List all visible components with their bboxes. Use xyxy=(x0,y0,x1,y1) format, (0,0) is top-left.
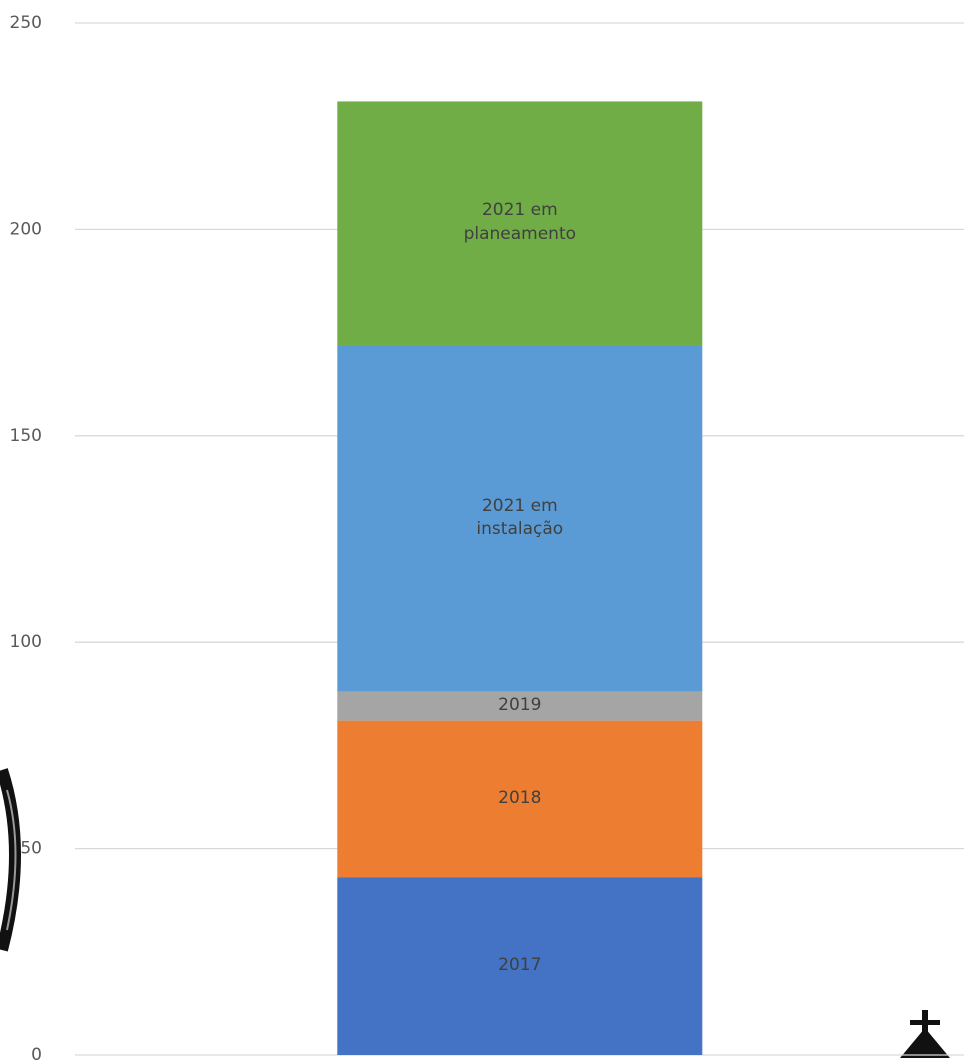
y-tick-label: 50 xyxy=(20,839,42,859)
segment-label: 2018 xyxy=(498,788,542,809)
y-tick-label: 0 xyxy=(31,1045,42,1062)
bar-segment xyxy=(337,720,703,878)
segment-label: 2019 xyxy=(498,695,542,716)
segment-label: 2017 xyxy=(498,955,542,976)
segment-label: 2021 em instalação xyxy=(476,495,564,540)
segment-label: 2021 em planeamento xyxy=(463,200,577,245)
segment-label-box: 2019 xyxy=(337,692,702,721)
segment-label-wrap: 2017 xyxy=(337,877,702,1055)
y-tick-label: 200 xyxy=(10,219,42,239)
y-tick-label: 250 xyxy=(10,13,42,33)
segment-label-box: 2021 em planeamento xyxy=(337,101,702,345)
segment-label-wrap: 2018 xyxy=(337,721,702,878)
y-tick-label: 100 xyxy=(10,632,42,652)
bar-segment xyxy=(337,877,703,1055)
y-tick-label: 150 xyxy=(10,426,42,446)
bar-segment xyxy=(337,344,703,692)
bar-segment xyxy=(337,101,703,345)
bar-segment xyxy=(337,691,703,721)
segment-label-box: 2017 xyxy=(337,877,702,1055)
segment-label-wrap: 2019 xyxy=(337,692,702,721)
segment-label-box: 2021 em instalação xyxy=(337,345,702,692)
segment-label-box: 2018 xyxy=(337,721,702,878)
segment-label-wrap: 2021 em planeamento xyxy=(337,101,702,345)
background-decoration xyxy=(6,789,17,931)
logo xyxy=(900,1010,950,1058)
segment-label-wrap: 2021 em instalação xyxy=(337,345,702,692)
